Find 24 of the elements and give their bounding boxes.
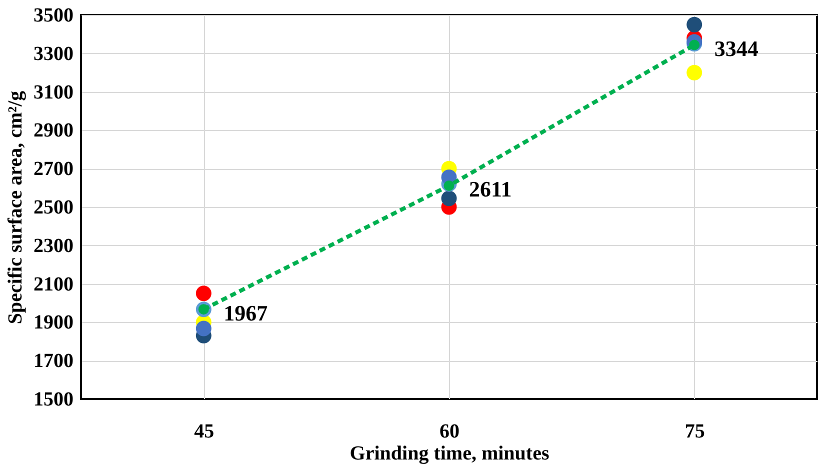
y-tick-label: 2300 [34, 234, 74, 257]
y-tick-label: 2700 [34, 158, 74, 180]
x-tick-label: 75 [684, 420, 705, 442]
y-tick-label: 2900 [34, 120, 74, 142]
y-tick-label: 1700 [34, 350, 74, 372]
x-tick-label: 60 [440, 420, 460, 442]
y-axis-title: Specific surface area, cm²/g [4, 90, 26, 324]
point [686, 64, 702, 80]
x-tick-label: 45 [194, 420, 214, 442]
y-tick-label: 2100 [34, 273, 74, 296]
y-tick-label: 3100 [34, 81, 74, 104]
x-axis-title: Grinding time, minutes [350, 442, 550, 464]
y-tick-label: 1900 [34, 312, 74, 334]
point [196, 286, 212, 302]
data-label: 3344 [714, 36, 758, 61]
data-label: 2611 [469, 176, 512, 202]
point [686, 16, 702, 32]
y-tick-label: 3500 [34, 4, 74, 26]
y-tick-label: 3300 [34, 42, 74, 65]
point [441, 190, 457, 206]
y-tick-label: 2500 [34, 196, 74, 218]
y-tick-label: 1500 [34, 388, 74, 410]
point [196, 320, 212, 336]
data-label: 1967 [224, 300, 268, 326]
